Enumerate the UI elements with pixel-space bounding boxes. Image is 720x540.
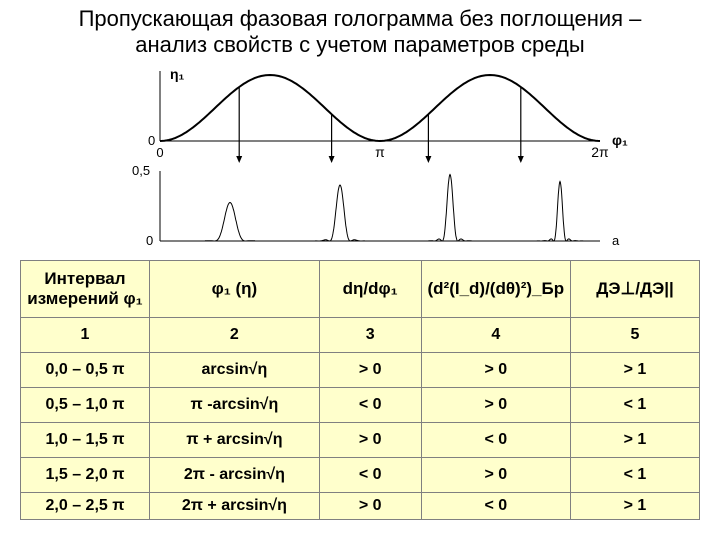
index-cell-0: 1 (21, 317, 150, 352)
table-cell: < 0 (319, 457, 421, 492)
index-cell-1: 2 (150, 317, 320, 352)
table-cell: 1,0 – 1,5 π (21, 422, 150, 457)
table-cell: < 1 (570, 387, 699, 422)
table-cell: 1,5 – 2,0 π (21, 457, 150, 492)
svg-text:φ₁: φ₁ (612, 132, 628, 148)
col-header-2: dη/dφ₁ (319, 260, 421, 317)
table-cell: > 1 (570, 422, 699, 457)
table-cell: > 1 (570, 352, 699, 387)
table-cell: > 0 (421, 457, 570, 492)
svg-text:0: 0 (156, 145, 163, 160)
table-cell: 2π + arcsin√η (150, 492, 320, 519)
table-cell: arcsin√η (150, 352, 320, 387)
table-cell: > 0 (421, 387, 570, 422)
index-cell-2: 3 (319, 317, 421, 352)
table-cell: 0,5 – 1,0 π (21, 387, 150, 422)
table-cell: π -arcsin√η (150, 387, 320, 422)
table-cell: < 0 (421, 422, 570, 457)
table-cell: > 1 (570, 492, 699, 519)
svg-text:π: π (375, 144, 385, 160)
data-table: Интервал измерений φ₁φ₁ (η)dη/dφ₁(d²(I_d… (20, 260, 700, 520)
svg-text:a: a (612, 233, 620, 248)
svg-text:0: 0 (146, 233, 153, 248)
charts: η₁00π2πφ₁0,50a (80, 61, 640, 256)
table-cell: < 1 (570, 457, 699, 492)
table-cell: < 0 (421, 492, 570, 519)
table-cell: > 0 (319, 422, 421, 457)
title-line2: анализ свойств с учетом параметров среды (135, 32, 584, 57)
slide-title: Пропускающая фазовая голограмма без погл… (0, 0, 720, 61)
col-header-1: φ₁ (η) (150, 260, 320, 317)
svg-text:2π: 2π (591, 144, 609, 160)
table-cell: π + arcsin√η (150, 422, 320, 457)
table-cell: < 0 (319, 387, 421, 422)
col-header-3: (d²(I_d)/(dθ)²)_Бр (421, 260, 570, 317)
data-table-wrap: Интервал измерений φ₁φ₁ (η)dη/dφ₁(d²(I_d… (20, 260, 700, 520)
col-header-4: ДЭ⊥/ДЭ|| (570, 260, 699, 317)
col-header-0: Интервал измерений φ₁ (21, 260, 150, 317)
table-cell: > 0 (319, 492, 421, 519)
svg-text:0,5: 0,5 (132, 163, 150, 178)
table-cell: > 0 (421, 352, 570, 387)
table-cell: 2,0 – 2,5 π (21, 492, 150, 519)
table-cell: > 0 (319, 352, 421, 387)
chart-svg: η₁00π2πφ₁0,50a (80, 61, 640, 251)
table-cell: 0,0 – 0,5 π (21, 352, 150, 387)
index-cell-4: 5 (570, 317, 699, 352)
title-line1: Пропускающая фазовая голограмма без погл… (79, 6, 642, 31)
svg-text:0: 0 (148, 133, 155, 148)
svg-text:η₁: η₁ (170, 66, 185, 82)
table-cell: 2π - arcsin√η (150, 457, 320, 492)
index-cell-3: 4 (421, 317, 570, 352)
